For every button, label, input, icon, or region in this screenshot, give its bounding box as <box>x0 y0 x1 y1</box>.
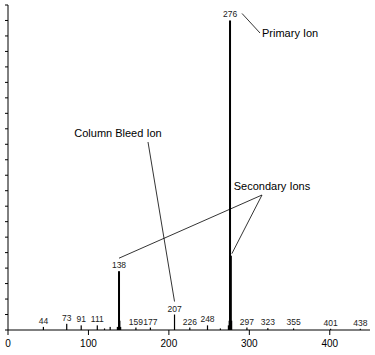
peak-label: 355 <box>286 317 300 327</box>
peak <box>118 271 120 330</box>
y-axis <box>8 5 9 330</box>
y-tick <box>5 237 8 238</box>
peaks <box>43 20 361 330</box>
y-tick <box>5 35 8 36</box>
annotation: Column Bleed Ion <box>74 127 161 139</box>
x-tick-label: 0 <box>5 338 11 349</box>
y-tick <box>5 175 8 176</box>
peak <box>330 329 331 330</box>
peak <box>135 328 136 330</box>
peak-label: 207 <box>167 304 181 314</box>
y-tick <box>5 283 8 284</box>
peak-label: 248 <box>200 314 214 324</box>
x-tick <box>249 330 250 335</box>
y-tick <box>5 51 8 52</box>
annotation: Primary Ion <box>262 27 318 39</box>
y-tick <box>5 252 8 253</box>
peak-label: 73 <box>62 313 72 323</box>
y-tick <box>5 20 8 21</box>
y-tick <box>5 268 8 269</box>
peak <box>293 328 294 330</box>
x-axis <box>8 330 370 331</box>
y-tick <box>5 82 8 83</box>
y-tick <box>5 299 8 300</box>
annotation: Secondary Ions <box>234 180 311 192</box>
peak <box>189 328 190 330</box>
peak-label: 177 <box>143 317 157 327</box>
y-tick <box>5 206 8 207</box>
y-tick <box>5 128 8 129</box>
y-tick <box>5 221 8 222</box>
peak-label: 438 <box>353 318 367 328</box>
peak <box>246 328 247 330</box>
x-tick-label: 200 <box>161 338 178 349</box>
peak <box>267 328 268 330</box>
peak <box>43 327 44 330</box>
peak <box>81 325 82 330</box>
peak <box>231 321 232 330</box>
peak-label: 297 <box>240 317 254 327</box>
y-tick <box>5 314 8 315</box>
peak <box>229 20 231 330</box>
y-tick <box>5 5 8 6</box>
peak <box>117 327 118 330</box>
x-tick <box>88 330 89 335</box>
peak-label: 44 <box>39 316 49 326</box>
peak <box>104 328 105 330</box>
peak-label: 138 <box>112 260 126 270</box>
x-tick-label: 300 <box>241 338 258 349</box>
peak <box>120 327 121 330</box>
peak-label: 276 <box>223 9 237 19</box>
x-tick-label: 100 <box>80 338 97 349</box>
annotation-line <box>242 13 260 33</box>
y-tick <box>5 190 8 191</box>
peak <box>110 327 111 330</box>
peak-label: 159 <box>129 317 143 327</box>
x-tick <box>329 330 330 335</box>
peak <box>97 325 98 330</box>
x-tick <box>168 330 169 335</box>
peak-label: 323 <box>261 317 275 327</box>
y-tick <box>5 144 8 145</box>
x-tick <box>8 330 9 335</box>
peak-label: 111 <box>91 314 104 324</box>
peak <box>119 321 120 330</box>
peak <box>174 315 175 330</box>
peak-label: 226 <box>183 317 197 327</box>
y-tick <box>5 159 8 160</box>
peak <box>207 325 208 330</box>
annotation-line <box>232 195 262 254</box>
peak-label: 401 <box>323 318 337 328</box>
y-tick <box>5 113 8 114</box>
peak <box>150 328 151 330</box>
annotation-line <box>148 142 175 302</box>
chart: 0 100 200 300 400 44 73 91 111 138 159177 207226248… <box>0 0 375 355</box>
annotation-line <box>119 195 262 258</box>
x-tick-label: 400 <box>321 338 338 349</box>
peak <box>220 328 221 330</box>
peak <box>230 256 232 330</box>
y-tick <box>5 97 8 98</box>
y-tick <box>5 66 8 67</box>
peak-label: 91 <box>76 314 86 324</box>
peak <box>360 329 361 330</box>
peak <box>66 324 67 330</box>
